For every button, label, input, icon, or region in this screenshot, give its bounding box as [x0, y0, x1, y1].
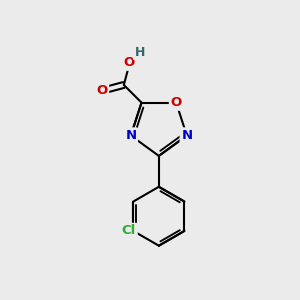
Text: H: H: [134, 46, 145, 59]
Text: O: O: [124, 56, 135, 69]
Text: N: N: [125, 129, 136, 142]
Text: Cl: Cl: [122, 224, 136, 238]
Text: O: O: [170, 96, 182, 109]
Text: N: N: [181, 129, 192, 142]
Text: O: O: [96, 84, 107, 97]
